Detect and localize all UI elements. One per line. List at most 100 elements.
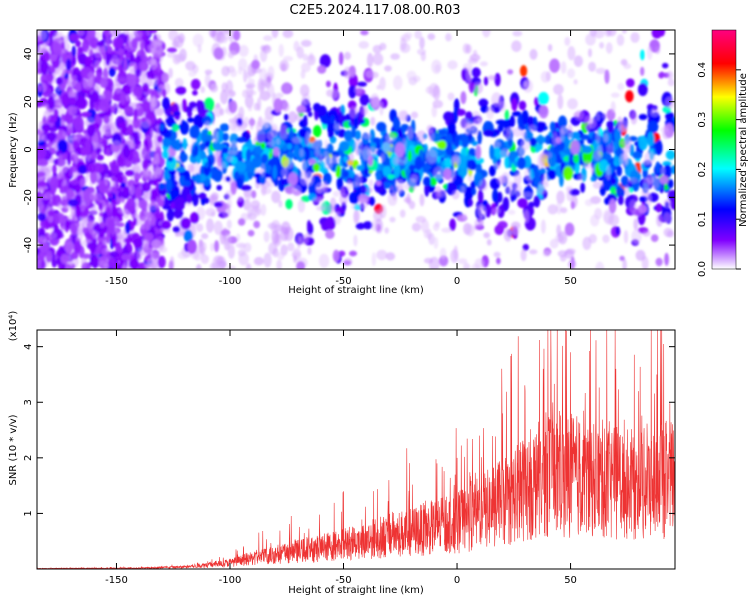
spectrogram-cell bbox=[133, 108, 138, 121]
spectrogram-cell bbox=[111, 140, 122, 155]
spectrogram-cell bbox=[382, 181, 393, 189]
spectrogram-cell bbox=[538, 92, 549, 105]
spectrogram-cell bbox=[670, 196, 675, 210]
spectrogram-cell bbox=[610, 186, 616, 194]
spectrogram-cell bbox=[663, 164, 672, 179]
spectrogram-cell bbox=[287, 172, 298, 186]
spectrogram-cell bbox=[111, 204, 117, 219]
spectrogram-cell bbox=[641, 188, 650, 198]
spectrogram-cell bbox=[567, 259, 577, 269]
spectrogram-cell bbox=[190, 212, 200, 224]
spectrogram-cell bbox=[134, 173, 142, 180]
spectrogram-cell bbox=[632, 151, 643, 160]
spectrogram-cell bbox=[511, 98, 518, 111]
spectrogram-cell bbox=[537, 122, 547, 128]
spectrogram-cell bbox=[567, 46, 576, 61]
spectrogram-cell bbox=[260, 163, 266, 178]
spectrogram-cell bbox=[635, 249, 646, 261]
spectrogram-cell bbox=[272, 165, 278, 180]
spectrogram-cell bbox=[299, 148, 304, 157]
spectrogram-cell bbox=[630, 32, 640, 43]
spectrogram-cell bbox=[372, 44, 382, 54]
spectrogram-cell bbox=[106, 229, 110, 244]
spectrogram-cell bbox=[349, 106, 359, 119]
spectrogram-cell bbox=[200, 254, 209, 264]
spectrogram-cell bbox=[180, 217, 191, 230]
spectrogram-cell bbox=[663, 198, 672, 209]
spectrogram-cell bbox=[414, 30, 422, 40]
spectrogram-cell bbox=[105, 35, 111, 49]
spectrogram-cell bbox=[312, 163, 321, 172]
spectrogram-cell bbox=[277, 252, 285, 261]
spectrogram-cell bbox=[603, 209, 614, 224]
spectrogram-cell bbox=[122, 209, 130, 219]
spectrogram-cell bbox=[559, 254, 567, 262]
spectrogram-cell bbox=[226, 155, 233, 162]
spectrogram-cell bbox=[493, 141, 501, 148]
spectrogram-cell bbox=[172, 226, 181, 233]
spectrogram-cell bbox=[618, 195, 624, 206]
spectrogram-cell bbox=[158, 183, 166, 190]
spectrogram-cell bbox=[253, 257, 264, 266]
spectrogram-cell bbox=[431, 59, 442, 74]
spectrogram-cell bbox=[99, 98, 110, 112]
spectrogram-cell bbox=[139, 70, 147, 86]
spectrogram-cell bbox=[582, 149, 593, 165]
spectrogram-cell bbox=[573, 112, 581, 118]
spectrogram-cell bbox=[305, 131, 311, 146]
spectrogram-cell bbox=[159, 124, 164, 131]
spectrogram-cell bbox=[245, 148, 252, 163]
spectrogram-cell bbox=[616, 34, 625, 46]
spectrogram-cell bbox=[141, 34, 147, 41]
spectrogram-cell bbox=[590, 214, 600, 227]
spectrogram-cell bbox=[84, 56, 93, 67]
spectrogram-cell bbox=[183, 230, 193, 242]
spectrogram-cell bbox=[477, 189, 484, 204]
spectrogram-cell bbox=[106, 46, 113, 54]
spectrogram-cell bbox=[106, 206, 112, 217]
spectrogram-cell bbox=[295, 113, 303, 122]
spectrogram-cell bbox=[108, 67, 116, 77]
spectrogram-cell bbox=[99, 221, 105, 228]
spectrogram-cell bbox=[47, 95, 55, 110]
spectrogram-cell bbox=[167, 156, 174, 162]
spectrogram-cell bbox=[227, 244, 235, 259]
spectrogram-cell bbox=[91, 90, 100, 103]
spectrogram-cell bbox=[133, 217, 137, 226]
spectrogram-cell bbox=[658, 30, 666, 37]
spectrogram-cell bbox=[483, 232, 491, 239]
spectrogram-cell bbox=[75, 204, 82, 219]
spectrogram-cell bbox=[219, 123, 230, 132]
spectrogram-cell bbox=[45, 250, 53, 263]
spectrogram-cell bbox=[253, 220, 261, 229]
spectrogram-cell bbox=[489, 144, 495, 160]
spectrogram-cell bbox=[64, 241, 75, 255]
spectrogram-cell bbox=[238, 44, 249, 57]
spectrogram-cell bbox=[363, 168, 369, 176]
spectrogram-cell bbox=[615, 226, 620, 236]
spectrogram-cell bbox=[163, 169, 171, 182]
spectrogram-cell bbox=[52, 164, 57, 174]
spectrogram-cell bbox=[298, 128, 308, 138]
spectrogram-cell bbox=[421, 219, 429, 233]
spectrogram-cell bbox=[239, 243, 246, 250]
spectrogram-cell bbox=[38, 235, 47, 243]
spectrogram-cell bbox=[329, 197, 337, 212]
spectrogram-cell bbox=[539, 167, 546, 176]
spectrogram-cell bbox=[221, 65, 230, 77]
spectrogram-cell bbox=[307, 111, 313, 117]
spectrogram-cell bbox=[55, 77, 63, 85]
spectrogram-cell bbox=[372, 52, 384, 66]
spectrogram-cell bbox=[407, 150, 412, 162]
spectrogram-cell bbox=[640, 49, 645, 61]
spectrogram-cell bbox=[411, 222, 422, 232]
spectrogram-cell bbox=[350, 203, 357, 210]
spectrogram-cell bbox=[187, 163, 195, 173]
spectrogram-cell bbox=[165, 178, 172, 193]
spectrogram-cell bbox=[606, 144, 614, 154]
spectrogram-cell bbox=[545, 71, 552, 82]
spectrogram-cell bbox=[365, 187, 373, 194]
spectrogram-cell bbox=[493, 251, 501, 258]
spectrogram-cell bbox=[328, 129, 334, 139]
spectrogram-cell bbox=[431, 105, 438, 118]
